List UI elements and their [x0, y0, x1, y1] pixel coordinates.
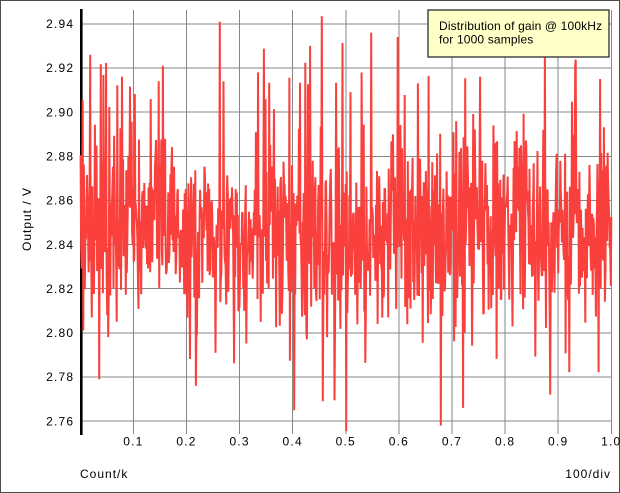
svg-text:2.86: 2.86 [46, 194, 74, 208]
svg-text:for 1000 samples: for 1000 samples [439, 33, 533, 47]
svg-text:2.78: 2.78 [46, 370, 74, 384]
svg-text:2.90: 2.90 [46, 105, 74, 119]
svg-text:Count/k: Count/k [80, 467, 128, 481]
svg-text:1.0: 1.0 [601, 435, 620, 449]
svg-text:2.84: 2.84 [46, 238, 74, 252]
svg-text:Distribution of gain @ 100kHz: Distribution of gain @ 100kHz [439, 19, 602, 33]
svg-text:0.3: 0.3 [229, 435, 249, 449]
svg-text:2.76: 2.76 [46, 414, 74, 428]
svg-text:0.2: 0.2 [176, 435, 196, 449]
svg-text:100/div: 100/div [565, 467, 611, 481]
svg-text:0.9: 0.9 [548, 435, 568, 449]
svg-text:0.1: 0.1 [123, 435, 143, 449]
svg-text:2.82: 2.82 [46, 282, 74, 296]
svg-text:0.7: 0.7 [442, 435, 462, 449]
svg-text:2.94: 2.94 [46, 17, 74, 31]
svg-text:0.5: 0.5 [336, 435, 356, 449]
svg-text:2.88: 2.88 [46, 150, 74, 164]
svg-text:2.80: 2.80 [46, 326, 74, 340]
svg-text:0.8: 0.8 [495, 435, 515, 449]
svg-text:0.6: 0.6 [389, 435, 409, 449]
svg-text:Output / V: Output / V [20, 187, 34, 251]
svg-text:2.92: 2.92 [46, 61, 74, 75]
svg-text:0.4: 0.4 [283, 435, 303, 449]
